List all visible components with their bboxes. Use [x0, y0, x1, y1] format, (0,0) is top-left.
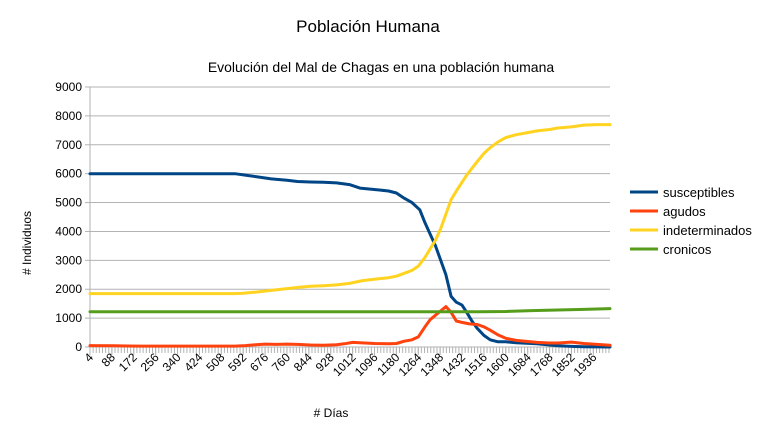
series-line-agudos [88, 305, 612, 348]
y-tick-label: 4000 [55, 224, 82, 238]
x-tick-label: 1600 [483, 350, 512, 379]
x-tick-label: 1684 [505, 350, 534, 379]
legend-item-indeterminados: indeterminados [630, 223, 752, 238]
x-tick-label: 1768 [527, 350, 556, 379]
x-tick-label: 340 [160, 350, 184, 374]
x-tick-label: 4 [81, 350, 96, 365]
x-tick-label: 1180 [374, 350, 402, 378]
x-tick-label: 1096 [352, 350, 381, 379]
legend: susceptibles agudos indeterminados cronicos [630, 185, 752, 257]
series-line-indeterminados [88, 123, 612, 296]
x-tick-label: 1432 [439, 350, 468, 379]
series-line-cronicos [88, 307, 612, 314]
series-lines [88, 123, 612, 349]
y-tick-label: 6000 [55, 167, 82, 181]
legend-item-cronicos: cronicos [630, 242, 712, 257]
legend-label: cronicos [663, 242, 712, 257]
legend-item-susceptibles: susceptibles [630, 185, 735, 200]
chart-subtitle: Evolución del Mal de Chagas en una pobla… [208, 59, 555, 75]
x-tick-label: 1852 [549, 350, 578, 379]
x-tick-label: 256 [138, 350, 162, 374]
x-tick-label: 1012 [330, 350, 359, 379]
x-tick-label: 676 [247, 350, 271, 374]
x-tick-label: 1516 [461, 350, 490, 379]
y-tick-label: 2000 [55, 282, 82, 296]
y-tick-label: 3000 [55, 253, 82, 267]
series-line-susceptibles [88, 172, 612, 349]
x-tick-label: 760 [269, 350, 293, 374]
y-axis-label: # Individuos [20, 211, 34, 275]
grid [89, 86, 610, 348]
x-tick-label: 1936 [571, 350, 600, 379]
y-axis: 0 1000 2000 3000 4000 5000 6000 7000 8000 9000 [55, 80, 90, 354]
x-axis-label: # Días [314, 406, 349, 420]
y-tick-label: 7000 [55, 138, 82, 152]
legend-label: indeterminados [663, 223, 752, 238]
x-tick-label: 1348 [417, 350, 446, 379]
x-tick-label: 592 [225, 350, 249, 374]
x-tick-label: 424 [181, 350, 205, 374]
legend-label: susceptibles [663, 185, 735, 200]
legend-label: agudos [663, 204, 706, 219]
chart-title: Población Humana [296, 17, 440, 36]
legend-item-agudos: agudos [630, 204, 706, 219]
y-tick-label: 1000 [55, 311, 82, 325]
x-tick-label: 844 [291, 350, 315, 374]
y-tick-label: 0 [75, 340, 82, 354]
x-axis: 4 881722563404245085926767608449281012109… [81, 347, 610, 379]
x-tick-label: 508 [203, 350, 227, 374]
y-tick-label: 5000 [55, 196, 82, 210]
y-tick-label: 9000 [55, 80, 82, 94]
x-tick-label: 1264 [396, 350, 425, 379]
x-tick-label: 172 [116, 350, 140, 374]
y-tick-label: 8000 [55, 109, 82, 123]
